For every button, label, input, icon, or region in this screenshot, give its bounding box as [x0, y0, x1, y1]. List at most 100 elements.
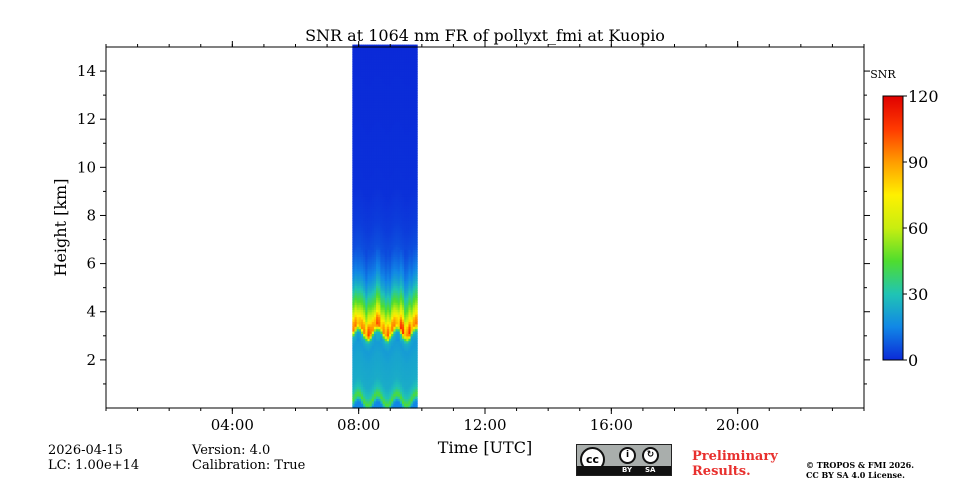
heatmap-cell: [386, 155, 390, 159]
heatmap-cell: [380, 229, 384, 233]
heatmap-cell: [360, 104, 364, 108]
heatmap-cell: [395, 239, 399, 243]
heatmap-cell: [395, 263, 399, 267]
heatmap-cell: [410, 388, 414, 392]
heatmap-cell: [401, 338, 405, 342]
heatmap-cell: [393, 326, 397, 330]
heatmap-cell: [410, 155, 414, 159]
heatmap-cell: [404, 292, 407, 296]
heatmap-cell: [365, 328, 369, 332]
heatmap-cell: [376, 138, 379, 142]
heatmap-cell: [358, 311, 362, 315]
heatmap-cell: [373, 311, 377, 315]
heatmap-cell: [360, 306, 364, 310]
heatmap-cell: [395, 266, 399, 270]
heatmap-cell: [395, 278, 399, 282]
heatmap-cell: [380, 92, 384, 96]
heatmap-cell: [378, 400, 382, 404]
heatmap-cell: [363, 287, 366, 291]
heatmap-cell: [378, 306, 382, 310]
heatmap-cell: [380, 395, 384, 399]
heatmap-cell: [367, 275, 371, 279]
heatmap-cell: [371, 237, 375, 241]
heatmap-cell: [354, 126, 358, 130]
heatmap-cell: [410, 299, 414, 303]
heatmap-cell: [369, 326, 373, 330]
heatmap-cell: [373, 256, 377, 260]
heatmap-cell: [369, 172, 373, 176]
heatmap-cell: [412, 59, 416, 63]
heatmap-cell: [393, 186, 397, 190]
heatmap-cell: [389, 374, 392, 378]
heatmap-cell: [373, 92, 377, 96]
heatmap-cell: [378, 314, 382, 318]
heatmap-cell: [369, 357, 373, 361]
heatmap-cell: [360, 107, 364, 111]
heatmap-cell: [386, 352, 390, 356]
heatmap-cell: [404, 97, 407, 101]
heatmap-cell: [386, 47, 390, 51]
heatmap-cell: [378, 239, 382, 243]
heatmap-cell: [373, 299, 377, 303]
heatmap-cell: [371, 107, 375, 111]
heatmap-cell: [401, 97, 405, 101]
heatmap-cell: [378, 367, 382, 371]
heatmap-cell: [391, 203, 394, 207]
heatmap-cell: [376, 54, 379, 58]
heatmap-cell: [414, 391, 418, 395]
heatmap-cell: [414, 357, 418, 361]
heatmap-cell: [382, 270, 386, 274]
heatmap-cell: [384, 61, 388, 65]
heatmap-cell: [401, 59, 405, 63]
heatmap-cell: [397, 340, 401, 344]
heatmap-cell: [363, 167, 366, 171]
heatmap-cell: [408, 133, 412, 137]
heatmap-cell: [399, 246, 403, 250]
heatmap-cell: [406, 97, 410, 101]
heatmap-cell: [367, 239, 371, 243]
heatmap-cell: [380, 225, 384, 229]
heatmap-cell: [412, 335, 416, 339]
heatmap-cell: [367, 395, 371, 399]
heatmap-cell: [401, 330, 405, 334]
heatmap-cell: [369, 198, 373, 202]
heatmap-cell: [380, 176, 384, 180]
heatmap-cell: [380, 381, 384, 385]
heatmap-cell: [373, 217, 377, 221]
heatmap-cell: [384, 71, 388, 75]
heatmap-cell: [393, 338, 397, 342]
heatmap-cell: [386, 241, 390, 245]
heatmap-cell: [412, 355, 416, 359]
heatmap-cell: [393, 71, 397, 75]
heatmap-cell: [354, 121, 358, 125]
heatmap-cell: [380, 196, 384, 200]
heatmap-cell: [371, 376, 375, 380]
heatmap-cell: [367, 350, 371, 354]
heatmap-cell: [401, 258, 405, 262]
heatmap-cell: [373, 162, 377, 166]
heatmap-cell: [389, 150, 392, 154]
heatmap-cell: [382, 328, 386, 332]
heatmap-cell: [384, 258, 388, 262]
heatmap-cell: [399, 44, 403, 48]
heatmap-cell: [354, 136, 358, 140]
heatmap-cell: [367, 376, 371, 380]
heatmap-cell: [369, 311, 373, 315]
heatmap-cell: [356, 393, 360, 397]
heatmap-cell: [414, 306, 418, 310]
heatmap-cell: [395, 196, 399, 200]
heatmap-cell: [360, 270, 364, 274]
heatmap-cell: [410, 318, 414, 322]
heatmap-cell: [408, 136, 412, 140]
heatmap-cell: [356, 133, 360, 137]
heatmap-cell: [378, 302, 382, 306]
heatmap-cell: [371, 350, 375, 354]
heatmap-cell: [378, 232, 382, 236]
heatmap-cell: [360, 49, 364, 53]
heatmap-cell: [356, 323, 360, 327]
heatmap-cell: [386, 227, 390, 231]
heatmap-cell: [360, 386, 364, 390]
heatmap-cell: [378, 61, 382, 65]
heatmap-cell: [404, 155, 407, 159]
heatmap-cell: [356, 266, 360, 270]
